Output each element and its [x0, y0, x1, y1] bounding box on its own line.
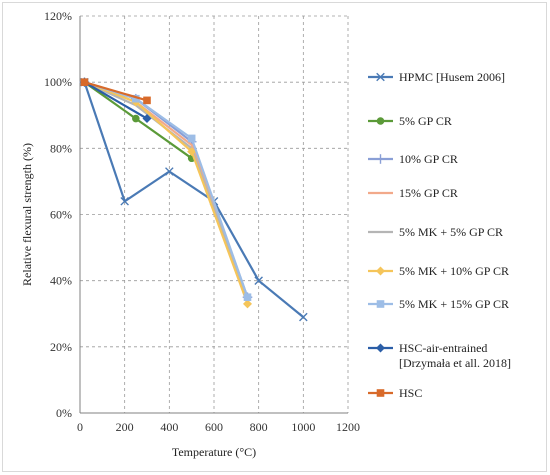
x-tick-label: 600 [205, 420, 223, 434]
legend-item: 10% GP CR [368, 152, 458, 166]
point-marker [299, 312, 308, 322]
legend-item: 5% MK + 10% GP CR [368, 264, 509, 278]
series-4 [84, 81, 249, 301]
legend-item: 15% GP CR [368, 186, 458, 200]
x-tick-label: 200 [116, 420, 134, 434]
legend-label: HSC-air-entrained [Drzymała et all. 2018] [399, 341, 511, 370]
legend-label: HPMC [Husem 2006] [399, 70, 505, 84]
series-line [84, 81, 249, 305]
point-marker [187, 134, 196, 143]
x-tick-label: 1000 [291, 420, 315, 434]
point-marker [187, 147, 197, 157]
point-marker [132, 114, 140, 123]
series-0 [80, 77, 308, 322]
point-marker [376, 343, 385, 353]
y-tick-label: 20% [50, 340, 72, 354]
point-marker [165, 167, 174, 176]
legend-label: 5% GP CR [399, 114, 452, 128]
point-marker [143, 96, 151, 105]
point-marker [376, 72, 385, 82]
series-line [84, 81, 249, 298]
legend-label: 10% GP CR [399, 152, 458, 166]
series-3 [84, 81, 249, 301]
point-marker [142, 114, 152, 124]
y-tick-label: 0% [56, 406, 72, 420]
point-marker [376, 117, 385, 125]
legend: HPMC [Husem 2006] 5% GP CR 10% GP CR 15% GP… [368, 70, 511, 400]
point-marker [376, 389, 385, 397]
legend-item: HSC [368, 386, 422, 400]
legend-item: 5% MK + 15% GP CR [368, 297, 509, 311]
legend-item: 5% MK + 5% GP CR [368, 225, 503, 239]
point-marker [243, 293, 252, 302]
line-chart: 0 200 400 600 800 1000 1200 0% 20% 40% 60% 80% 100%… [20, 9, 511, 459]
y-tick-label: 100% [44, 75, 72, 89]
legend-label: 5% MK + 5% GP CR [399, 225, 503, 239]
series-8 [80, 78, 151, 105]
series-line [84, 81, 148, 102]
legend-label: 15% GP CR [399, 186, 458, 200]
y-axis-title: Relative flexural strength (%) [20, 143, 34, 286]
legend-label: 5% MK + 10% GP CR [399, 264, 509, 278]
y-tick-labels: 0% 20% 40% 60% 80% 100% 120% [44, 9, 72, 420]
y-tick-label: 40% [50, 274, 72, 288]
series-line [84, 81, 249, 301]
x-tick-label: 0 [77, 420, 83, 434]
point-marker [375, 154, 386, 164]
series-line [84, 81, 249, 301]
legend-item: HPMC [Husem 2006] [368, 70, 505, 84]
legend-item: HSC-air-entrained [Drzymała et all. 2018] [368, 341, 511, 370]
series-line [83, 81, 304, 318]
plot-series [79, 77, 308, 322]
x-tick-label: 800 [250, 420, 268, 434]
legend-label: HSC [399, 386, 422, 400]
legend-label: 5% MK + 15% GP CR [399, 297, 509, 311]
point-marker [254, 276, 263, 285]
x-tick-label: 1200 [336, 420, 360, 434]
grid [80, 15, 349, 413]
series-2 [79, 77, 253, 303]
x-tick-label: 400 [160, 420, 178, 434]
y-tick-label: 120% [44, 9, 72, 23]
point-marker [376, 300, 385, 308]
y-tick-label: 60% [50, 208, 72, 222]
series-line [83, 81, 148, 120]
point-marker [120, 196, 129, 206]
point-marker [243, 299, 252, 309]
point-marker [80, 78, 89, 86]
x-tick-labels: 0 200 400 600 800 1000 1200 [77, 420, 360, 434]
point-marker [376, 266, 385, 276]
x-axis-title: Temperature (°C) [172, 445, 256, 459]
point-marker [132, 94, 140, 103]
series-5 [79, 77, 252, 309]
legend-item: 5% GP CR [368, 114, 452, 128]
y-tick-label: 80% [50, 141, 72, 155]
series-6 [80, 78, 252, 302]
series-line [84, 81, 249, 298]
